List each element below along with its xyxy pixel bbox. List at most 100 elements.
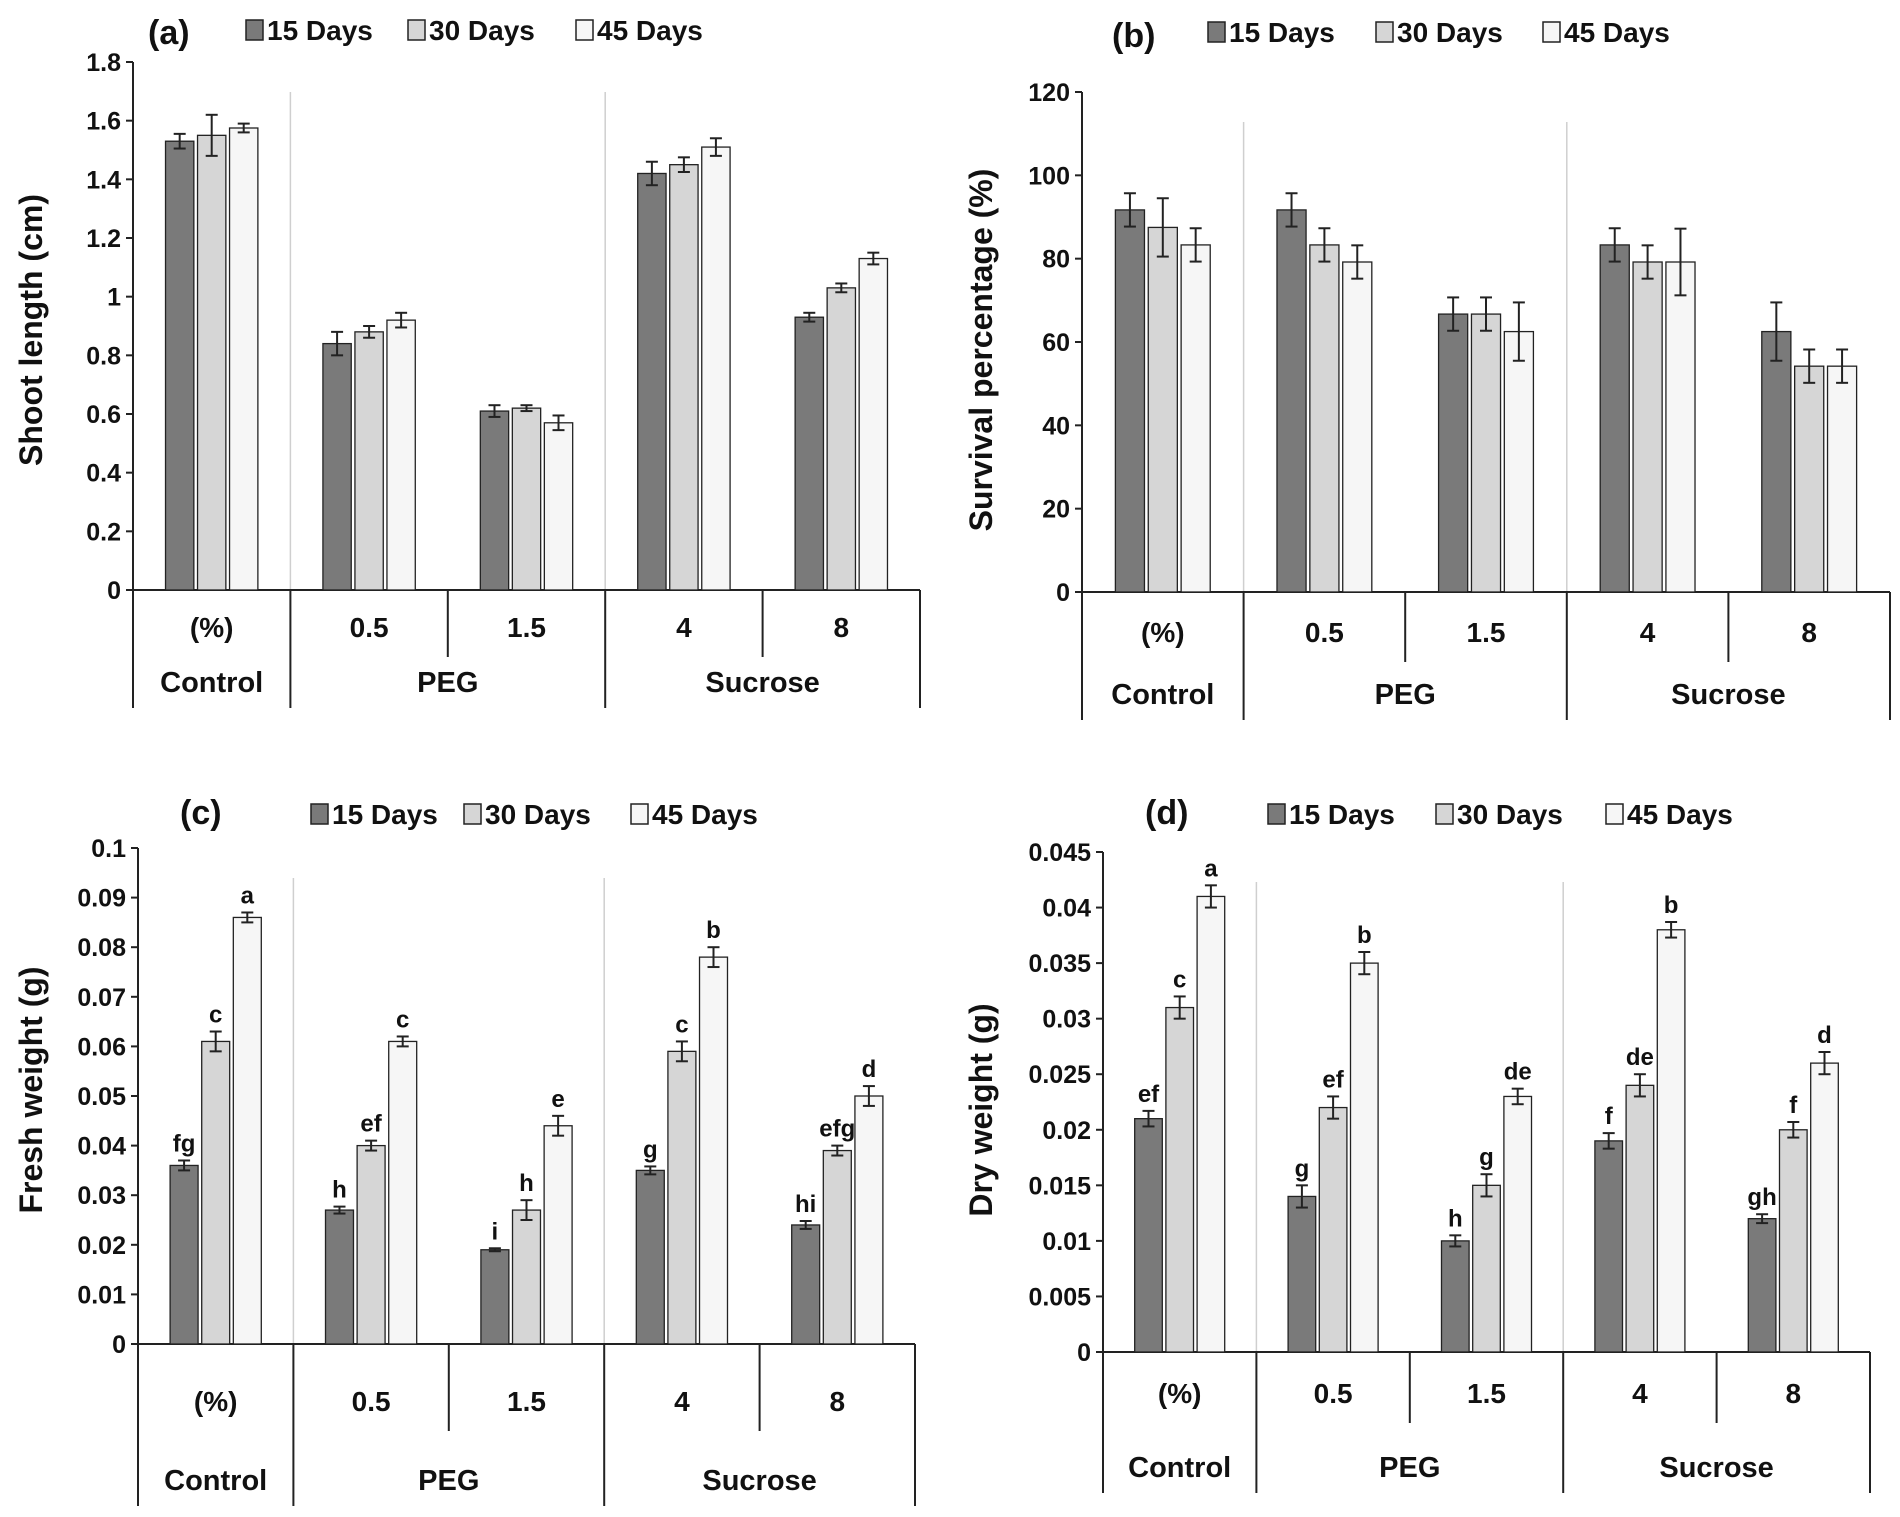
y-tick-label: 1.2 [86,225,121,253]
y-tick-label: 0.045 [1028,839,1091,867]
group-label: Control [164,1465,267,1497]
legend-45-days: 45 Days [1627,799,1733,830]
x-tick-label: 1.5 [1467,1378,1506,1409]
significance-letter: hi [795,1191,816,1218]
legend-15-days-swatch [310,803,329,825]
x-tick-label: 1.5 [1467,617,1506,648]
x-tick-label: (%) [1141,617,1185,648]
group-label: Control [1111,679,1214,711]
y-tick-label: 0.025 [1028,1061,1091,1089]
y-tick-label: 1 [107,284,121,312]
legend-15-days: 15 Days [1229,17,1335,48]
y-tick-label: 0.4 [86,460,121,488]
significance-letter: f [1789,1092,1798,1119]
bar [1196,895,1226,1353]
x-tick-label: 4 [674,1386,690,1417]
bar [794,316,825,591]
significance-letter: gh [1747,1184,1776,1211]
bar [196,134,227,591]
legend-15-days-swatch [245,19,264,41]
legend-15-days-swatch [1207,21,1226,43]
y-tick-label: 0.015 [1028,1172,1091,1200]
legend-15-days-swatch [1267,803,1286,825]
bar [1147,226,1178,593]
y-tick-label: 0 [1077,1339,1091,1367]
bar [1309,244,1340,593]
y-axis-title: Survival percentage (%) [963,169,999,532]
group-label: PEG [418,1465,479,1497]
y-tick-label: 0.6 [86,401,121,429]
bar [1665,261,1696,593]
bar [479,410,510,591]
bar [164,140,195,591]
significance-letter: c [1173,966,1186,993]
y-tick-label: 0.01 [1042,1228,1091,1256]
bar [1349,962,1379,1353]
significance-letter: c [396,1006,409,1033]
significance-letter: efg [819,1116,855,1143]
y-tick-label: 20 [1042,496,1070,524]
bar [1778,1129,1808,1353]
shoot-length-chart: 0 0.2 0.4 0.6 0.8 1 1.2 1.4 1.6 1.8 Shoot length (… [13,14,921,708]
significance-letter: f [1605,1103,1614,1130]
legend-30-days: 30 Days [429,15,535,46]
bar [228,127,259,591]
significance-letter: d [862,1056,877,1083]
bar [1761,330,1792,593]
bar [1656,929,1686,1353]
y-tick-label: 60 [1042,329,1070,357]
bar [1826,365,1858,593]
y-axis-title: Shoot length (cm) [13,194,49,466]
legend-30-days: 30 Days [1457,799,1563,830]
significance-letter: b [1664,892,1679,919]
bar [1599,244,1630,593]
legend-30-days-swatch [407,19,426,41]
bar [1810,1062,1839,1353]
x-tick-label: 8 [1801,617,1817,648]
x-tick-label: 0.5 [350,612,389,643]
bar [1632,261,1663,593]
significance-letter: de [1626,1044,1654,1071]
group-label: PEG [417,667,478,699]
y-tick-label: 80 [1042,246,1070,274]
significance-letter: a [241,882,255,909]
dry-weight-chart: 0 0.005 0.01 0.015 0.02 0.025 0.03 0.035 0.04 0.0… [963,794,1871,1493]
y-tick-label: 120 [1028,79,1070,107]
bar [480,1249,510,1345]
bar [1342,261,1373,593]
y-tick-label: 0.8 [86,342,121,370]
significance-letter: h [332,1177,347,1204]
bar [791,1224,821,1345]
panel-label: (d) [1145,794,1188,832]
y-tick-label: 0 [107,577,121,605]
group-label: Sucrose [705,667,819,699]
x-tick-label: 8 [1786,1378,1802,1409]
bar [1165,1006,1195,1353]
bar [1180,244,1211,593]
legend-45-days-swatch [1605,803,1624,825]
group-label: Control [160,667,263,699]
significance-letter: g [643,1136,658,1163]
legend-45-days-swatch [1542,21,1561,43]
bar [822,1149,852,1345]
fresh-weight-chart: 0 0.01 0.02 0.03 0.04 0.05 0.06 0.07 0.08 0.09 0.1… [13,794,916,1506]
group-label: Sucrose [702,1465,816,1497]
legend-15-days: 15 Days [1289,799,1395,830]
x-tick-label: 1.5 [507,1386,546,1417]
legend-45-days: 45 Days [652,799,758,830]
significance-letter: ef [360,1111,382,1138]
y-tick-label: 0.07 [77,984,126,1012]
significance-letter: e [551,1086,564,1113]
bar [826,287,857,591]
x-tick-label: 0.5 [352,1386,391,1417]
bar [1472,1184,1501,1353]
bar [1318,1106,1348,1353]
group-label: PEG [1375,679,1436,711]
bar [543,422,574,591]
y-tick-label: 0 [112,1331,126,1359]
x-tick-label: 8 [830,1386,846,1417]
bar [1114,209,1146,593]
group-label: PEG [1379,1452,1440,1484]
bar [354,331,384,591]
y-tick-label: 0.1 [91,835,126,863]
